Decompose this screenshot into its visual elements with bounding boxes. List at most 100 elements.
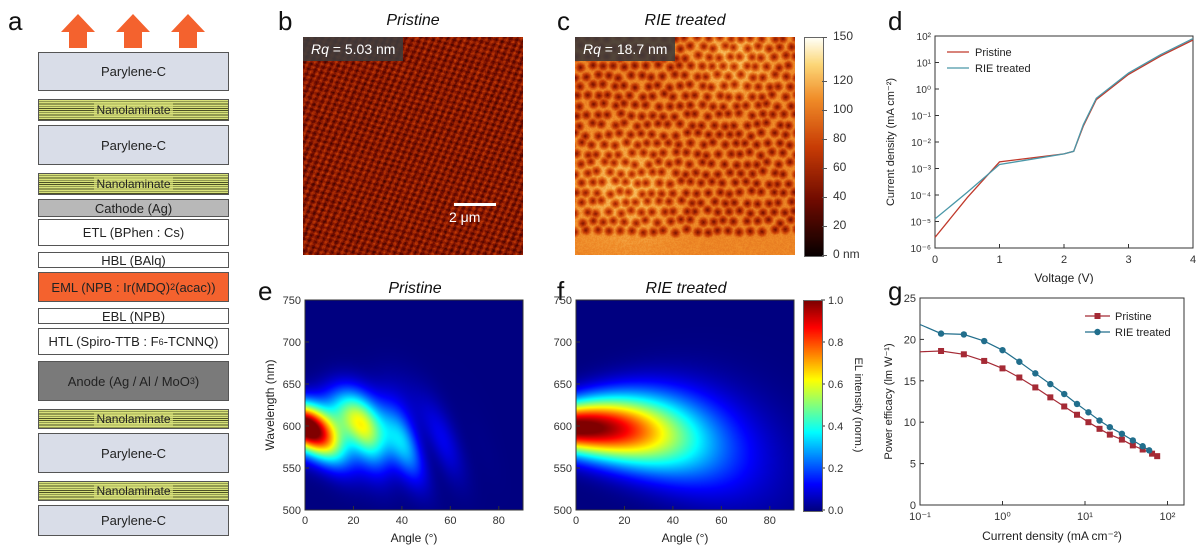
ytick-label-3: 650	[283, 379, 301, 391]
ytick-label-2: 10⁻⁴	[910, 191, 931, 202]
xtick-label-1: 1	[996, 254, 1002, 266]
layer-2: Parylene-C	[38, 125, 229, 165]
ytick-label-7: 10¹	[917, 59, 932, 70]
heatmap-pristine	[305, 300, 523, 510]
y-axis-label: Power efficacy (lm W⁻¹)	[883, 343, 895, 459]
ytick-label-0: 10⁻⁶	[910, 244, 931, 255]
afm-colorbar	[804, 37, 824, 257]
afm-colorbar-tickmark-3	[822, 138, 827, 140]
xtick-label-4: 80	[764, 515, 776, 527]
ytick-label-4: 10⁻²	[911, 138, 931, 149]
x-axis-label: Angle (°)	[662, 531, 709, 545]
afm-colorbar-tick-2: 100	[833, 101, 854, 116]
point-0-0	[938, 347, 945, 354]
layer-3: Nanolaminate	[38, 173, 229, 195]
ytick-label-5: 750	[554, 295, 572, 307]
point-0-3	[999, 365, 1006, 372]
layer-14: Parylene-C	[38, 505, 229, 536]
xtick-label-3: 3	[1125, 254, 1131, 266]
colorbar-label: EL intensity (norm.)	[852, 358, 864, 453]
point-1-5	[1032, 370, 1039, 377]
point-0-6	[1047, 394, 1054, 401]
ytick-label-5: 10⁻¹	[911, 112, 931, 123]
ytick-label-8: 10²	[917, 32, 932, 43]
ytick-label-4: 700	[283, 337, 301, 349]
xtick-label-1: 10⁰	[994, 511, 1011, 523]
layer-7: EML (NPB : Ir(MDQ) 2 (acac))	[38, 272, 229, 302]
rq-badge-pristine: Rq = 5.03 nm	[303, 37, 404, 61]
point-0-1	[960, 351, 967, 358]
afm-colorbar-tickmark-5	[822, 196, 827, 198]
y-axis-label: Wavelength (nm)	[263, 360, 277, 451]
layer-11: Nanolaminate	[38, 409, 229, 429]
xtick-label-2: 10¹	[1077, 511, 1093, 523]
light-emission-arrows	[61, 14, 205, 48]
ytick-label-5: 750	[283, 295, 301, 307]
ytick-label-1: 550	[283, 463, 301, 475]
legend-marker-1	[1094, 328, 1101, 336]
point-0-16	[1154, 453, 1161, 460]
ytick-label-5: 25	[904, 293, 916, 305]
point-1-12	[1118, 430, 1126, 437]
afm-image-rie: Rq = 18.7 nm	[575, 37, 795, 255]
point-0-13	[1129, 442, 1136, 449]
xtick-label-4: 4	[1190, 254, 1196, 266]
xtick-label-0: 0	[302, 515, 308, 527]
ytick-label-1: 5	[910, 459, 916, 471]
colorbar-tick-5: 0.0	[828, 505, 843, 517]
ytick-label-6: 10⁰	[916, 85, 931, 96]
point-0-4	[1016, 374, 1023, 381]
afm-colorbar-tickmark-1	[822, 80, 827, 82]
point-0-14	[1139, 446, 1146, 453]
layer-13: Nanolaminate	[38, 481, 229, 501]
point-0-10	[1096, 425, 1103, 432]
afm-colorbar-tick-1: 120	[833, 72, 854, 87]
point-1-8	[1073, 400, 1081, 408]
point-1-9	[1085, 409, 1092, 416]
legend-label-0: Pristine	[975, 47, 1012, 59]
colorbar-tick-3: 0.4	[828, 421, 843, 433]
afm-rie-title: RIE treated	[644, 12, 726, 29]
series-line-0	[934, 39, 1194, 238]
layer-12: Parylene-C	[38, 433, 229, 473]
point-1-15	[1145, 447, 1153, 454]
emission-arrow-2	[171, 14, 205, 48]
afm-image-pristine: Rq = 5.03 nm 2 μm	[303, 37, 523, 255]
ytick-label-0: 500	[554, 505, 572, 517]
point-1-10	[1096, 417, 1103, 424]
series-line-1	[934, 38, 1194, 220]
plot-frame	[934, 35, 1194, 249]
afm-colorbar-tick-4: 60	[833, 159, 847, 174]
point-0-15	[1149, 450, 1156, 457]
point-1-0	[937, 330, 945, 337]
afm-colorbar-tick-5: 40	[833, 188, 847, 203]
chart-power-efficacy: 0 5 10 15 20 25 10⁻¹ 10⁰ 10¹ 10² Current density (…	[883, 293, 1185, 543]
legend-marker-0	[1094, 313, 1101, 319]
point-0-8	[1074, 411, 1081, 418]
xtick-label-2: 40	[396, 515, 408, 527]
emission-arrow-1	[116, 14, 150, 48]
heatmap-pristine-title: Pristine	[388, 280, 442, 297]
emission-arrow-0	[61, 14, 95, 48]
heatmap-frame	[575, 299, 795, 511]
legend-label-0: Pristine	[1115, 311, 1152, 323]
x-axis-label: Angle (°)	[391, 531, 438, 545]
layer-6: HBL (BAlq)	[38, 252, 229, 268]
panel-letter-e: e	[258, 276, 273, 306]
panel-letter-c: c	[557, 6, 570, 36]
point-1-14	[1139, 443, 1146, 450]
xtick-label-0: 0	[932, 254, 938, 266]
heatmap-rie	[576, 300, 794, 510]
xtick-label-1: 20	[347, 515, 359, 527]
scale-bar-label: 2 μm	[449, 209, 481, 225]
layer-10: Anode (Ag / Al / MoO 3)	[38, 361, 229, 401]
scale-bar	[454, 203, 496, 206]
afm-colorbar-tickmark-2	[822, 109, 827, 111]
point-1-13	[1129, 437, 1137, 444]
ytick-label-4: 700	[554, 337, 572, 349]
heatmap-rie-axes: 0 20 40 60 80 Angle (°) 500 550 600 650 700 750 1.0 0…	[554, 295, 864, 545]
chart-jv: 10⁻⁶ 10⁻⁵ 10⁻⁴ 10⁻³ 10⁻² 10⁻¹ 10⁰ 10¹ 10² 0 1 2 3 4 Vo…	[885, 32, 1196, 284]
xtick-label-3: 10²	[1160, 511, 1176, 523]
ytick-label-1: 10⁻⁵	[910, 218, 931, 229]
xtick-label-4: 80	[493, 515, 505, 527]
